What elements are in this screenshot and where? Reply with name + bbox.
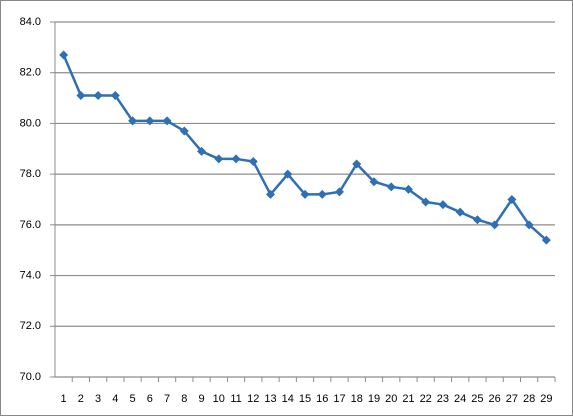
marker bbox=[197, 146, 207, 156]
x-tick-label: 24 bbox=[454, 393, 466, 405]
y-tick-label: 74.0 bbox=[20, 269, 41, 281]
marker bbox=[352, 159, 362, 169]
marker bbox=[283, 169, 293, 179]
x-tick-label: 8 bbox=[181, 393, 187, 405]
marker bbox=[490, 220, 500, 230]
x-tick-label: 18 bbox=[351, 393, 363, 405]
marker bbox=[128, 116, 138, 126]
x-tick-label: 23 bbox=[437, 393, 449, 405]
y-tick-label: 78.0 bbox=[20, 168, 41, 180]
marker bbox=[231, 154, 241, 164]
marker bbox=[248, 156, 258, 166]
marker bbox=[110, 91, 120, 101]
marker bbox=[300, 189, 310, 199]
y-tick-label: 70.0 bbox=[20, 371, 41, 383]
x-tick-label: 1 bbox=[61, 393, 67, 405]
marker bbox=[214, 154, 224, 164]
y-tick-label: 82.0 bbox=[20, 67, 41, 79]
x-tick-label: 17 bbox=[333, 393, 345, 405]
marker bbox=[145, 116, 155, 126]
marker bbox=[472, 215, 482, 225]
x-tick-label: 15 bbox=[299, 393, 311, 405]
x-tick-label: 10 bbox=[213, 393, 225, 405]
x-tick-label: 20 bbox=[385, 393, 397, 405]
y-tick-label: 84.0 bbox=[20, 16, 41, 28]
x-tick-label: 6 bbox=[147, 393, 153, 405]
marker bbox=[162, 116, 172, 126]
x-tick-label: 28 bbox=[523, 393, 535, 405]
marker bbox=[541, 235, 551, 245]
x-tick-label: 11 bbox=[230, 393, 241, 405]
x-tick-label: 12 bbox=[247, 393, 259, 405]
marker bbox=[266, 189, 276, 199]
x-tick-label: 9 bbox=[198, 393, 204, 405]
marker bbox=[524, 220, 534, 230]
marker bbox=[386, 182, 396, 192]
x-tick-label: 14 bbox=[282, 393, 294, 405]
marker bbox=[93, 91, 103, 101]
marker bbox=[507, 195, 517, 204]
marker bbox=[179, 126, 189, 136]
y-tick-label: 80.0 bbox=[20, 117, 41, 129]
x-tick-label: 22 bbox=[420, 393, 432, 405]
x-tick-label: 2 bbox=[78, 393, 84, 405]
marker bbox=[334, 187, 344, 197]
x-tick-label: 7 bbox=[164, 393, 170, 405]
x-tick-label: 4 bbox=[112, 393, 118, 405]
y-tick-label: 72.0 bbox=[20, 320, 41, 332]
x-tick-label: 19 bbox=[368, 393, 380, 405]
y-tick-label: 76.0 bbox=[20, 219, 41, 231]
x-tick-label: 16 bbox=[316, 393, 328, 405]
x-tick-label: 3 bbox=[95, 393, 101, 405]
x-tick-label: 27 bbox=[506, 393, 518, 405]
marker bbox=[76, 91, 86, 101]
marker bbox=[455, 207, 465, 217]
x-tick-label: 13 bbox=[264, 393, 276, 405]
marker bbox=[403, 184, 413, 194]
marker bbox=[369, 177, 379, 187]
x-tick-label: 5 bbox=[130, 393, 136, 405]
x-tick-label: 29 bbox=[540, 393, 552, 405]
marker bbox=[421, 197, 431, 207]
x-tick-label: 26 bbox=[489, 393, 501, 405]
x-tick-label: 21 bbox=[402, 393, 414, 405]
marker bbox=[317, 189, 327, 199]
marker bbox=[438, 200, 448, 210]
x-tick-label: 25 bbox=[471, 393, 483, 405]
marker bbox=[59, 50, 69, 60]
